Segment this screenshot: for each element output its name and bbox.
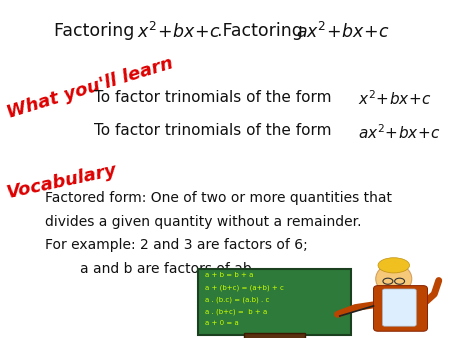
FancyBboxPatch shape xyxy=(374,286,428,331)
Text: $x^2\!+\!bx\!+\!c$: $x^2\!+\!bx\!+\!c$ xyxy=(137,22,221,42)
Text: a . (b+c) =  b + a: a . (b+c) = b + a xyxy=(205,308,267,315)
Text: What you'll learn: What you'll learn xyxy=(4,54,175,122)
Text: To factor trinomials of the form: To factor trinomials of the form xyxy=(94,90,342,104)
Text: $ax^2\!+\!bx\!+\!c$: $ax^2\!+\!bx\!+\!c$ xyxy=(358,123,441,142)
Ellipse shape xyxy=(376,264,412,294)
Bar xyxy=(198,269,351,335)
Text: Factoring: Factoring xyxy=(54,22,140,40)
Text: a + (b+c) = (a+b) + c: a + (b+c) = (a+b) + c xyxy=(205,284,284,291)
Text: Factored form: One of two or more quantities that: Factored form: One of two or more quanti… xyxy=(45,191,392,205)
Text: a . (b.c) = (a.b) . c: a . (b.c) = (a.b) . c xyxy=(205,296,269,303)
Text: a + b = b + a: a + b = b + a xyxy=(205,272,253,278)
FancyBboxPatch shape xyxy=(382,289,416,326)
Text: .Factoring: .Factoring xyxy=(217,22,308,40)
Text: $ax^2\!+\!bx\!+\!c$: $ax^2\!+\!bx\!+\!c$ xyxy=(296,22,390,42)
Text: a + 0 = a: a + 0 = a xyxy=(205,320,238,326)
Text: To factor trinomials of the form: To factor trinomials of the form xyxy=(94,123,342,138)
Ellipse shape xyxy=(378,258,410,273)
Bar xyxy=(244,333,305,338)
Text: divides a given quantity without a remainder.: divides a given quantity without a remai… xyxy=(45,215,361,228)
Text: a and b are factors of ab.: a and b are factors of ab. xyxy=(45,262,256,276)
Text: Vocabulary: Vocabulary xyxy=(4,161,118,201)
Text: For example: 2 and 3 are factors of 6;: For example: 2 and 3 are factors of 6; xyxy=(45,238,308,252)
Text: $x^2\!+\!bx\!+\!c$: $x^2\!+\!bx\!+\!c$ xyxy=(358,90,432,108)
